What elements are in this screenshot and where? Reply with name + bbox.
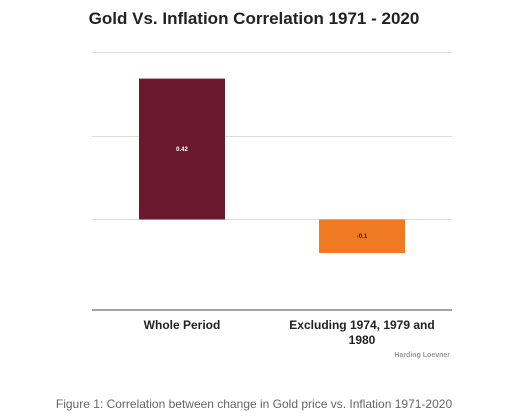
data-label: -0.1 [357, 234, 368, 240]
bar [319, 219, 405, 253]
data-label: 0.42 [176, 147, 188, 153]
bar [139, 78, 225, 220]
category-label: Whole Period [144, 318, 221, 332]
source-note: Harding Loevner [394, 352, 450, 359]
gold-inflation-chart: Gold Vs. Inflation Correlation 1971 - 20… [89, 9, 452, 359]
chart-title: Gold Vs. Inflation Correlation 1971 - 20… [89, 9, 420, 28]
figure-caption: Figure 1: Correlation between change in … [55, 397, 453, 411]
bars: 0.42 -0.1 [139, 78, 405, 253]
category-label: 1980 [349, 333, 376, 347]
category-label: Excluding 1974, 1979 and [289, 318, 434, 332]
